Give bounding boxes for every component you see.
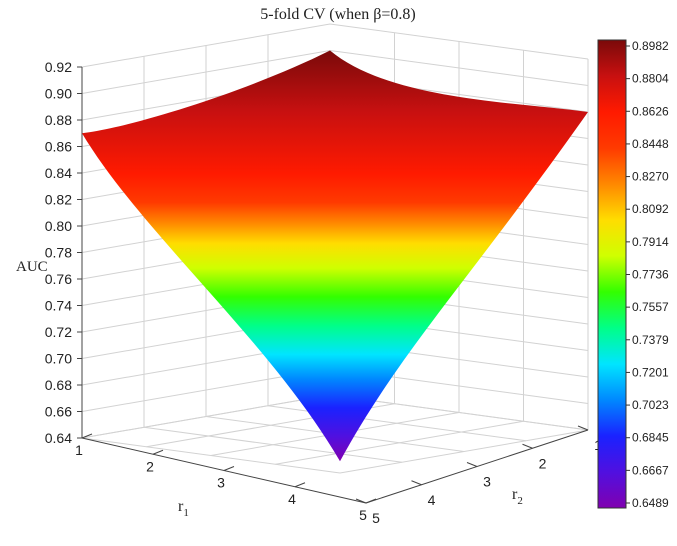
colorbar-tick-label: 0.8982 (632, 39, 669, 53)
grid-line-floor (81, 437, 341, 474)
z-axis-ticks: 0.64 0.66 0.68 0.70 0.72 0.74 0.76 0.78 0.80 0.82… (45, 59, 82, 446)
colorbar (597, 39, 627, 509)
chart-title: 5-fold CV (when β=0.8) (260, 6, 416, 23)
y-tick-label: 3 (483, 474, 491, 490)
x-tick-mark (294, 482, 306, 488)
y-tick-label: 2 (539, 455, 547, 471)
x-axis-label-main: r (178, 498, 184, 515)
z-axis-label: AUC (16, 259, 48, 275)
colorbar-tick-label: 0.6845 (632, 431, 669, 445)
grid-line-floor (275, 420, 524, 465)
colorbar-tick-label: 0.8448 (632, 137, 669, 151)
z-tick-label: 0.88 (45, 112, 72, 128)
colorbar-tick-label: 0.7201 (632, 365, 669, 379)
z-tick-label: 0.74 (45, 298, 72, 314)
colorbar-tick-label: 0.8092 (632, 202, 669, 216)
y-tick-mark (355, 498, 367, 504)
auc-surface (82, 50, 588, 462)
x-axis-label: r1 (178, 498, 189, 519)
colorbar-tick-label: 0.8626 (632, 104, 669, 118)
x-axis-label-sub: 1 (183, 507, 189, 519)
x-tick-label: 4 (288, 491, 296, 507)
grid-line-floor (339, 429, 589, 474)
colorbar-tick-label: 0.7914 (632, 235, 669, 249)
z-tick-label: 0.84 (45, 165, 72, 181)
z-tick-label: 0.86 (45, 139, 72, 155)
y-tick-label: 4 (428, 492, 436, 508)
colorbar-tick-label: 0.7736 (632, 268, 669, 282)
x-tick-label: 3 (217, 475, 225, 491)
z-tick-label: 0.90 (45, 86, 72, 102)
y-tick-mark (411, 480, 422, 486)
y-axis-label-main: r (512, 486, 518, 503)
colorbar-tick-label: 0.8270 (632, 170, 669, 184)
colorbar-ticks: 0.8982 0.8804 0.8626 0.8448 0.8270 0.8092 0.79… (626, 39, 669, 510)
z-tick-label: 0.70 (45, 351, 72, 367)
x-tick-mark (223, 466, 235, 471)
z-tick-label: 0.78 (45, 245, 72, 261)
colorbar-tick-label: 0.7557 (632, 300, 669, 314)
z-tick-label: 0.66 (45, 404, 72, 420)
colorbar-tick-label: 0.7379 (632, 333, 669, 347)
z-tick-label: 0.92 (45, 59, 72, 75)
y-axis-label-sub: 2 (517, 495, 523, 507)
y-axis-label: r2 (512, 486, 523, 507)
colorbar-tick-label: 0.7023 (632, 398, 669, 412)
z-tick-label: 0.72 (45, 324, 72, 340)
x-tick-label: 1 (75, 442, 83, 458)
x-tick-mark (81, 433, 93, 439)
x-axis-ticks: 1 2 3 4 5 (75, 433, 377, 523)
z-tick-label: 0.82 (45, 192, 72, 208)
z-tick-label: 0.76 (45, 271, 72, 287)
x-tick-label: 2 (146, 458, 154, 474)
colorbar-tick-label: 0.8804 (632, 72, 669, 86)
grid-line-z (81, 23, 589, 68)
grid-line-floor (143, 426, 403, 463)
y-tick-mark (522, 443, 533, 449)
colorbar-tick-label: 0.6489 (632, 496, 669, 510)
y-tick-mark (466, 462, 478, 467)
colorbar-tick-label: 0.6667 (632, 463, 669, 477)
x-tick-mark (152, 449, 164, 455)
z-tick-label: 0.64 (45, 430, 72, 446)
y-tick-label: 5 (372, 510, 380, 526)
z-tick-label: 0.68 (45, 377, 72, 393)
x-tick-label: 5 (359, 507, 367, 523)
z-tick-label: 0.80 (45, 218, 72, 234)
x-tick-mark (365, 498, 377, 504)
y-tick-mark (577, 425, 589, 431)
